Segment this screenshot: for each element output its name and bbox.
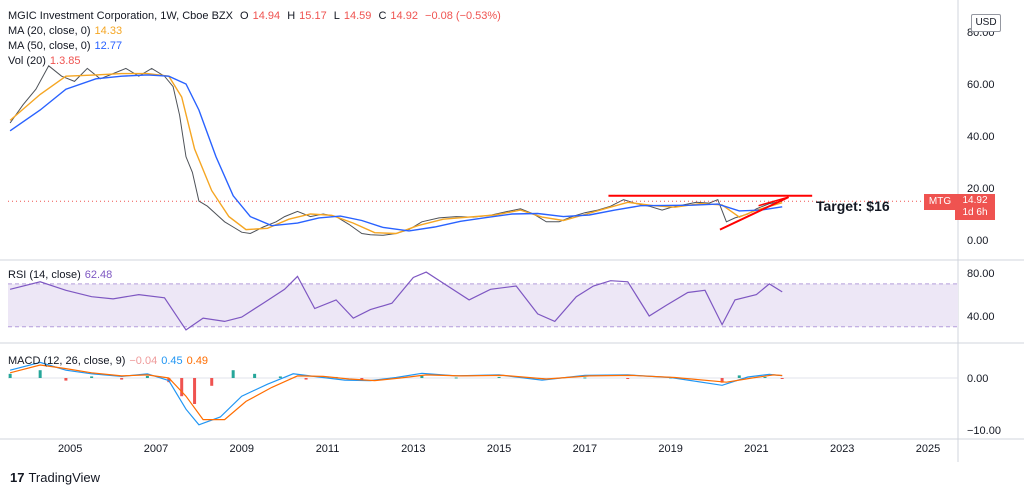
macd-histogram-bar [737,375,741,378]
macd-histogram-bar [626,378,630,379]
currency-button[interactable]: USD [971,14,1001,32]
price-tick-label: 20.00 [967,183,995,195]
time-tick-label: 2021 [744,443,768,455]
rsi-band [8,283,958,327]
time-tick-label: 2011 [316,443,340,455]
macd-histogram-bar [193,378,197,404]
ma50-line [9,74,783,232]
macd-histogram-bar [145,375,149,378]
tv-logo-mark: 17 [10,470,25,485]
macd-histogram-bar [304,378,308,380]
macd-histogram-bar [278,376,282,378]
rsi-tick-label: 80.00 [967,268,995,280]
macd-value: 0.45 [161,355,183,367]
rsi-tick-label: 40.00 [967,311,995,323]
ma20-line [9,72,783,235]
time-tick-label: 2023 [830,443,854,455]
time-tick-label: 2015 [487,443,511,455]
macd-histogram-bar [90,376,94,378]
macd-histogram-bar [763,376,767,378]
ma20-legend[interactable]: MA (20, close, 0) 14.33 [8,25,123,37]
rsi-line [9,271,783,331]
symbol-title: MGIC Investment Corporation, 1W, Cboe BZ… [8,10,233,22]
support-trendline [719,196,790,231]
macd-histogram-bar [120,378,124,380]
macd-line [9,361,783,426]
macd-histogram-bar [64,378,68,381]
vol-legend[interactable]: Vol (20) 1.3.85 [8,55,81,67]
macd-histogram-bar [180,378,184,397]
macd-histogram-bar [231,370,235,378]
ma50-value: 12.77 [94,40,123,52]
price-tick-label: 60.00 [967,79,995,91]
macd-legend[interactable]: MACD (12, 26, close, 9) −0.04 0.45 0.49 [8,355,209,367]
ma20-value: 14.33 [94,25,123,37]
bar-countdown: 1d 6h [962,207,988,218]
macd-histogram-bar [583,377,587,379]
signal-line [9,364,783,421]
high-label: H 15.17 [287,10,327,22]
macd-histogram-bar [720,378,724,383]
low-label: L 14.59 [333,10,372,22]
vol-value: 1.3.85 [49,55,81,67]
signal-value: 0.49 [186,355,209,367]
time-tick-label: 2017 [573,443,597,455]
price-close-line [9,65,783,236]
price-tick-label: 40.00 [967,131,995,143]
time-tick-label: 2005 [58,443,82,455]
macd-histogram-bar [360,378,364,380]
time-tick-label: 2013 [401,443,425,455]
macd-histogram-bar [497,376,501,378]
macd-histogram-bar [780,378,784,379]
macd-hist-value: −0.04 [129,355,158,367]
macd-histogram-bar [8,373,12,378]
main-legend-row: MGIC Investment Corporation, 1W, Cboe BZ… [8,9,505,23]
tradingview-logo[interactable]: 17 TradingView [10,470,100,485]
macd-tick-label: 0.00 [967,373,988,385]
ma50-legend[interactable]: MA (50, close, 0) 12.77 [8,40,123,52]
time-tick-label: 2019 [658,443,682,455]
time-tick-label: 2009 [230,443,254,455]
tv-logo-text: TradingView [28,470,101,485]
time-tick-label: 2007 [144,443,168,455]
macd-histogram-bar [420,375,424,378]
time-tick-label: 2025 [916,443,940,455]
target-arrow [758,196,789,207]
macd-histogram-bar [454,377,458,379]
close-label: C 14.92 [378,10,418,22]
macd-histogram-bar [253,373,257,378]
last-price: 14.92 [962,195,988,206]
price-tick-label: 0.00 [967,235,988,247]
rsi-legend[interactable]: RSI (14, close) 62.48 [8,269,113,281]
symbol-price-tag: MTG [924,194,956,210]
macd-histogram-bar [38,370,42,378]
macd-histogram-bar [210,378,214,386]
target-annotation: Target: $16 [816,198,890,214]
change-label: −0.08 (−0.53%) [425,10,501,22]
open-label: O 14.94 [240,10,281,22]
macd-tick-label: −10.00 [967,425,1001,437]
last-price-box: 14.92 1d 6h [955,194,995,220]
rsi-value: 62.48 [84,269,113,281]
